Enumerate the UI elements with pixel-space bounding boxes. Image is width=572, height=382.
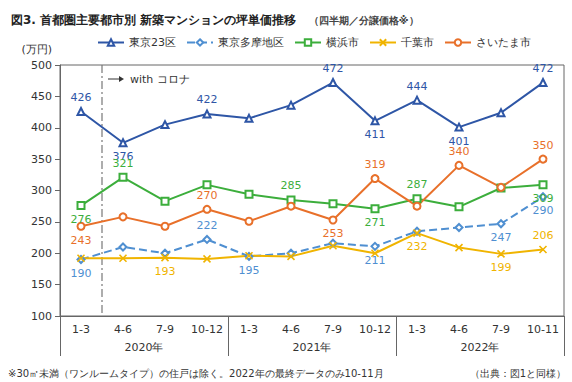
svg-text:東京多摩地区: 東京多摩地区 xyxy=(218,36,284,49)
svg-text:199: 199 xyxy=(491,261,512,274)
svg-text:190: 190 xyxy=(71,267,92,280)
svg-text:285: 285 xyxy=(281,179,302,192)
svg-text:472: 472 xyxy=(323,62,344,75)
svg-text:さいたま市: さいたま市 xyxy=(476,36,531,49)
svg-text:4-6: 4-6 xyxy=(114,323,132,336)
svg-text:（四半期／分譲価格※）: （四半期／分譲価格※） xyxy=(309,15,419,27)
svg-text:100: 100 xyxy=(31,310,52,323)
svg-text:422: 422 xyxy=(197,93,218,106)
svg-text:7-9: 7-9 xyxy=(156,323,174,336)
svg-text:2021年: 2021年 xyxy=(293,341,332,354)
svg-text:200: 200 xyxy=(31,247,52,260)
svg-text:10-12: 10-12 xyxy=(359,323,391,336)
svg-text:1-3: 1-3 xyxy=(72,323,90,336)
svg-text:276: 276 xyxy=(71,213,92,226)
svg-text:309: 309 xyxy=(533,192,554,205)
svg-text:350: 350 xyxy=(533,139,554,152)
svg-text:500: 500 xyxy=(31,59,52,72)
svg-text:193: 193 xyxy=(155,265,176,278)
svg-text:※30㎡未満（ワンルームタイプ）の住戸は除く。2022年の最: ※30㎡未満（ワンルームタイプ）の住戸は除く。2022年の最終データのみ10-1… xyxy=(8,368,384,379)
svg-text:7-9: 7-9 xyxy=(324,323,342,336)
svg-text:with コロナ: with コロナ xyxy=(130,73,190,86)
svg-text:232: 232 xyxy=(407,240,428,253)
svg-text:253: 253 xyxy=(323,227,344,240)
svg-text:287: 287 xyxy=(407,178,428,191)
svg-text:4-6: 4-6 xyxy=(282,323,300,336)
svg-text:247: 247 xyxy=(491,231,512,244)
svg-text:2020年: 2020年 xyxy=(125,341,164,354)
svg-text:横浜市: 横浜市 xyxy=(326,36,359,49)
svg-text:472: 472 xyxy=(533,62,554,75)
svg-text:7-9: 7-9 xyxy=(492,323,510,336)
svg-text:195: 195 xyxy=(239,264,260,277)
svg-text:(万円): (万円) xyxy=(21,43,52,56)
svg-text:1-3: 1-3 xyxy=(240,323,258,336)
svg-text:321: 321 xyxy=(113,157,134,170)
svg-text:300: 300 xyxy=(31,184,52,197)
svg-text:401: 401 xyxy=(448,134,470,148)
svg-text:図3. 首都圏主要都市別 新築マンションの坪単価推移: 図3. 首都圏主要都市別 新築マンションの坪単価推移 xyxy=(11,13,296,27)
svg-text:206: 206 xyxy=(533,229,554,242)
svg-text:（出典：図1と同様）: （出典：図1と同様） xyxy=(470,368,566,379)
svg-text:1-3: 1-3 xyxy=(408,323,426,336)
svg-text:400: 400 xyxy=(31,121,52,134)
svg-text:426: 426 xyxy=(71,91,92,104)
svg-text:150: 150 xyxy=(31,278,52,291)
svg-text:東京23区: 東京23区 xyxy=(129,36,176,49)
svg-text:10-12: 10-12 xyxy=(191,323,223,336)
svg-text:411: 411 xyxy=(365,128,386,141)
svg-text:211: 211 xyxy=(365,254,386,267)
svg-text:10-11: 10-11 xyxy=(527,323,559,336)
svg-text:450: 450 xyxy=(31,90,52,103)
svg-text:千葉市: 千葉市 xyxy=(401,36,434,49)
svg-text:350: 350 xyxy=(31,153,52,166)
svg-text:444: 444 xyxy=(407,80,428,93)
svg-text:243: 243 xyxy=(71,234,92,247)
svg-text:4-6: 4-6 xyxy=(450,323,468,336)
svg-text:2022年: 2022年 xyxy=(461,341,500,354)
svg-text:270: 270 xyxy=(197,189,218,202)
svg-text:222: 222 xyxy=(197,219,218,232)
svg-text:271: 271 xyxy=(365,216,386,229)
svg-text:319: 319 xyxy=(365,158,386,171)
svg-text:290: 290 xyxy=(533,204,554,217)
svg-text:250: 250 xyxy=(31,215,52,228)
svg-text:340: 340 xyxy=(449,145,470,158)
